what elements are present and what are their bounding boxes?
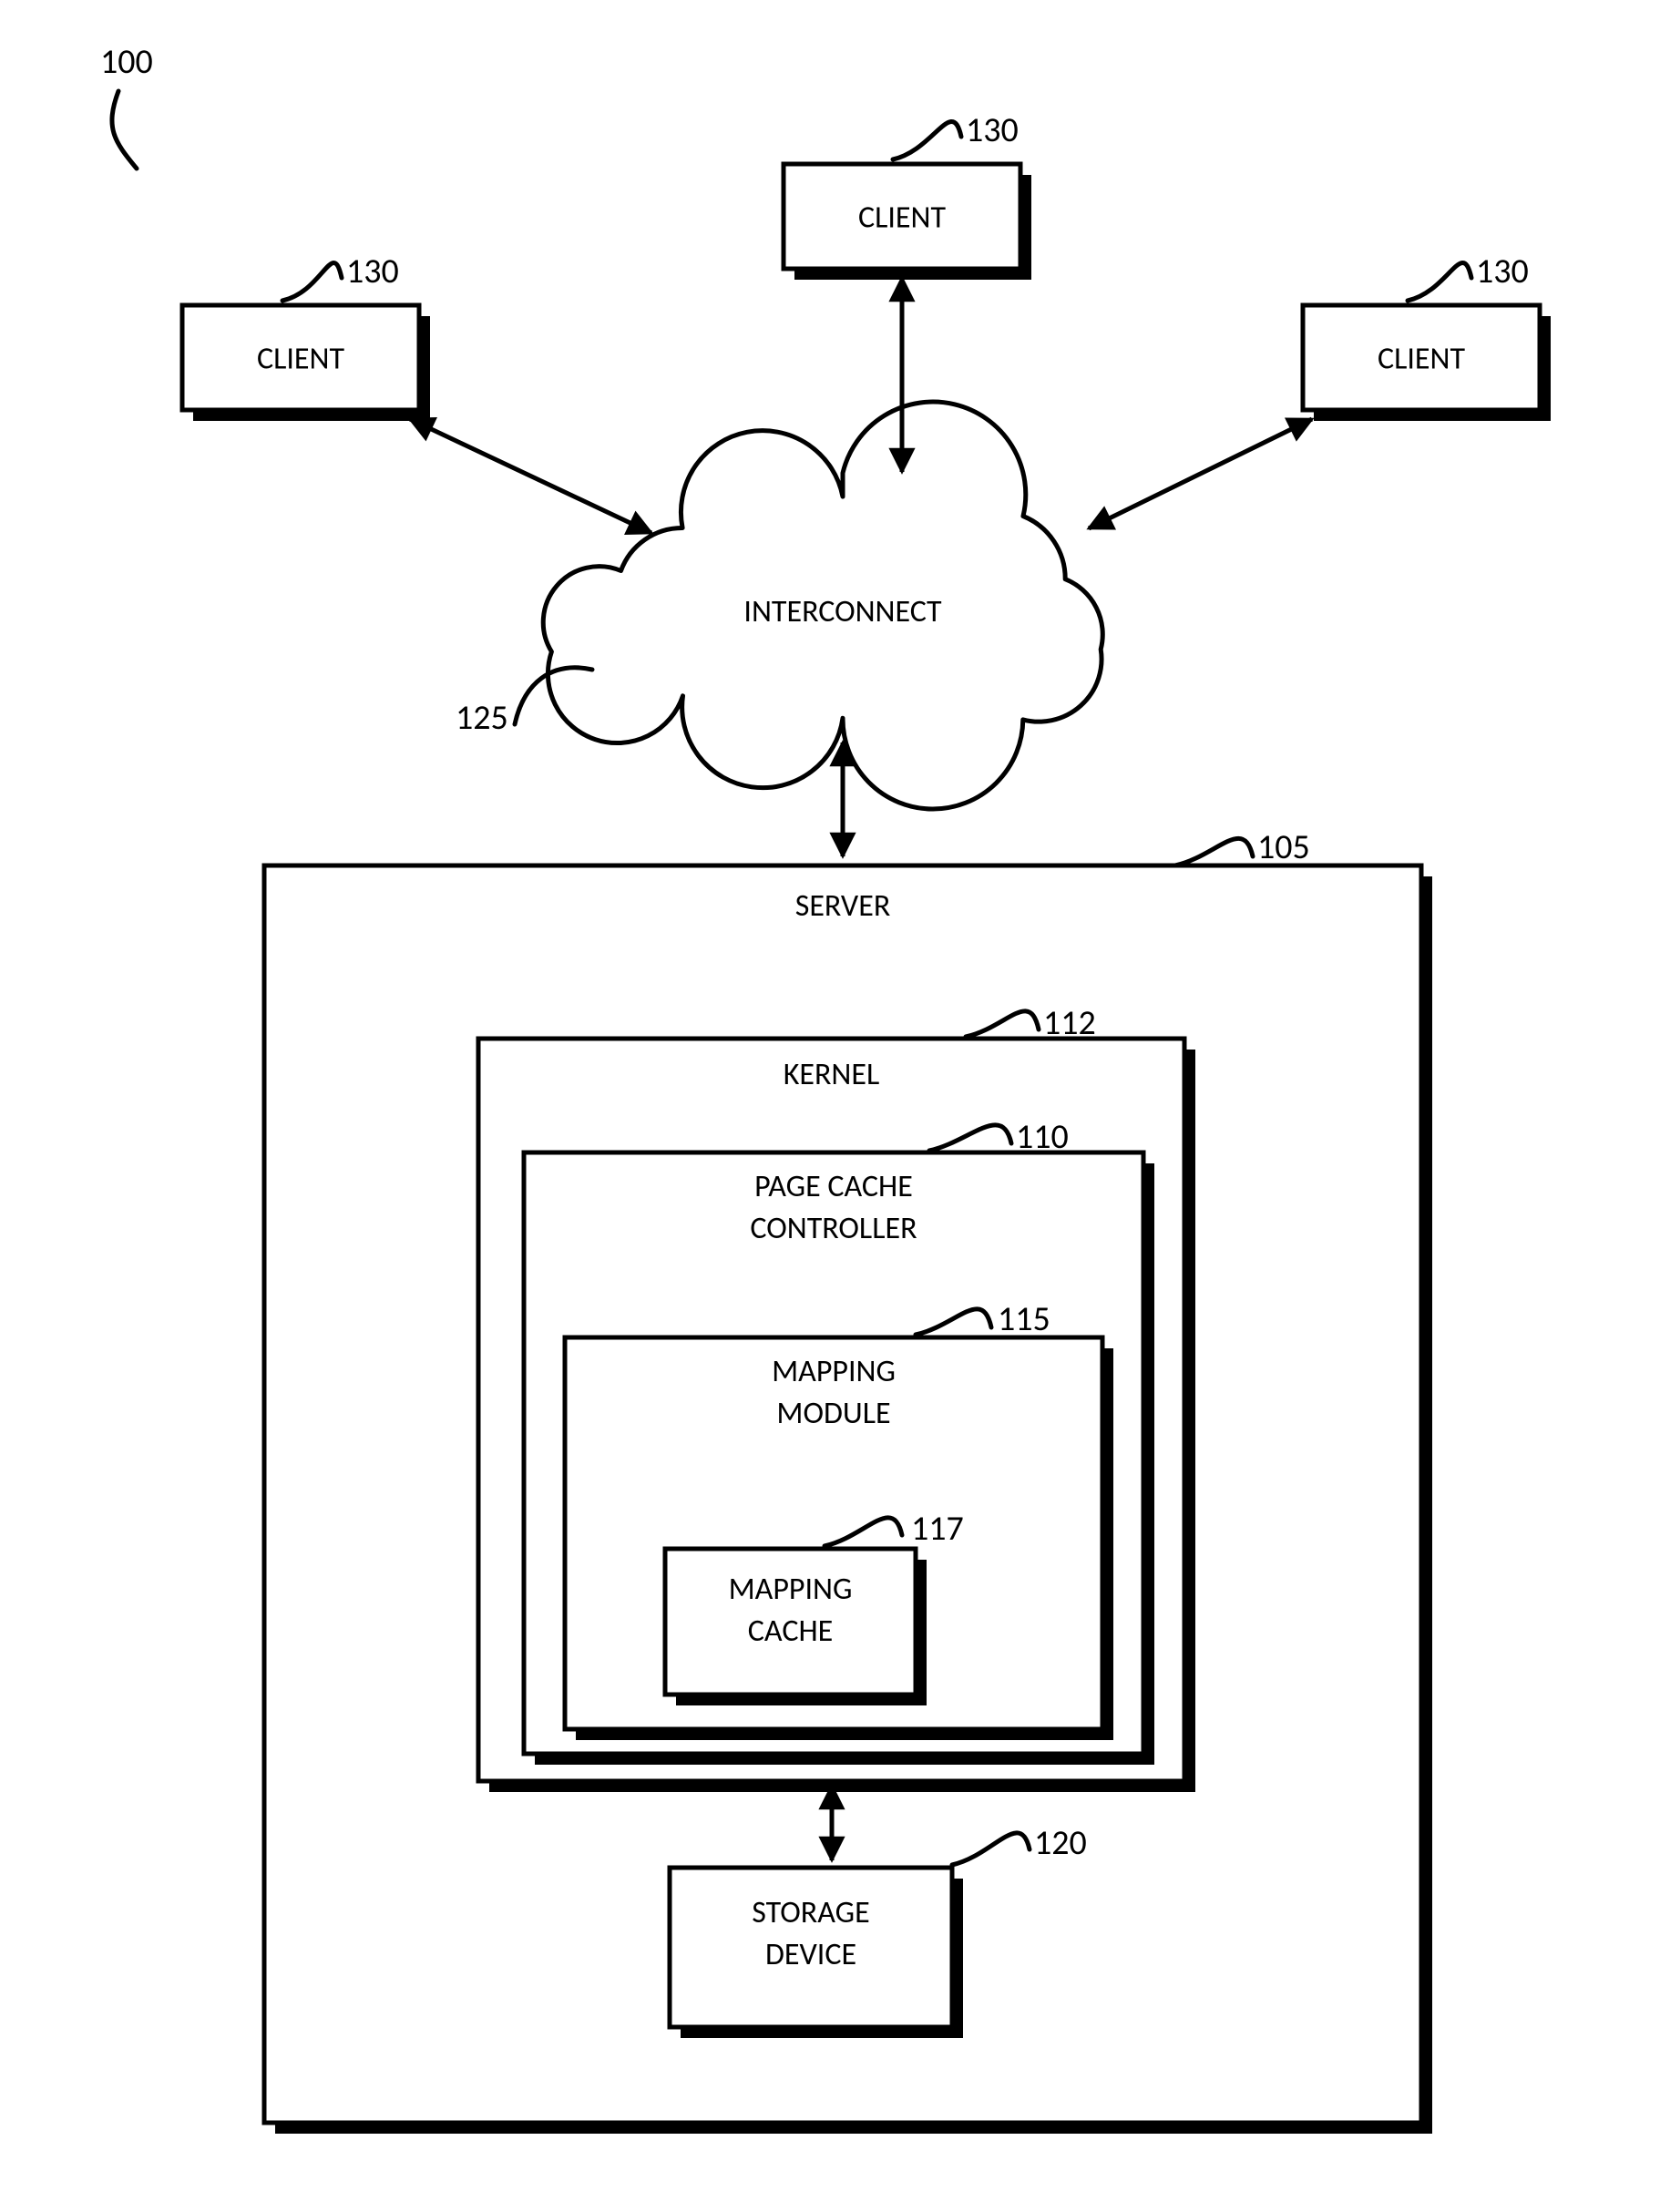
leader-0: [112, 91, 137, 169]
storage-label: DEVICE: [765, 1936, 856, 1973]
ref-r117: 117: [911, 1508, 964, 1550]
ref-r130a: 130: [966, 109, 1019, 151]
mapcache: MAPPING CACHE: [665, 1549, 927, 1705]
ref-r100: 100: [100, 41, 153, 83]
clientTop: CLIENT: [784, 164, 1031, 280]
pcc-label: CONTROLLER: [750, 1210, 917, 1247]
interconnect-cloud: INTERCONNECT: [543, 402, 1102, 809]
connector-1: [410, 419, 651, 533]
ref-r120: 120: [1034, 1822, 1087, 1864]
mapcache-label: CACHE: [748, 1613, 833, 1650]
interconnect-label: INTERCONNECT: [743, 593, 942, 630]
clientRight-label: CLIENT: [1378, 341, 1466, 378]
ref-r125: 125: [456, 697, 508, 739]
clientLeft: CLIENT: [182, 305, 430, 421]
ref-r110: 110: [1016, 1116, 1069, 1158]
clientTop-label: CLIENT: [858, 200, 947, 237]
clientLeft-label: CLIENT: [257, 341, 345, 378]
ref-r112: 112: [1043, 1002, 1096, 1044]
mapcache-label: MAPPING: [729, 1571, 853, 1608]
leader-3: [1408, 262, 1471, 301]
leader-1: [893, 121, 961, 159]
ref-r130b: 130: [346, 251, 399, 292]
mapmod-label: MODULE: [776, 1395, 890, 1432]
kernel-label: KERNEL: [784, 1056, 880, 1093]
leader-2: [282, 262, 342, 301]
pcc-label: PAGE CACHE: [754, 1168, 913, 1205]
ref-r130c: 130: [1476, 251, 1529, 292]
leader-5: [1175, 838, 1253, 865]
connector-2: [1089, 419, 1312, 528]
storage: STORAGE DEVICE: [670, 1868, 963, 2038]
mapmod-label: MAPPING: [772, 1353, 896, 1390]
ref-r115: 115: [998, 1298, 1050, 1340]
storage-label: STORAGE: [752, 1894, 869, 1931]
ref-r105: 105: [1257, 826, 1310, 868]
server-label: SERVER: [795, 887, 891, 925]
clientRight: CLIENT: [1303, 305, 1551, 421]
